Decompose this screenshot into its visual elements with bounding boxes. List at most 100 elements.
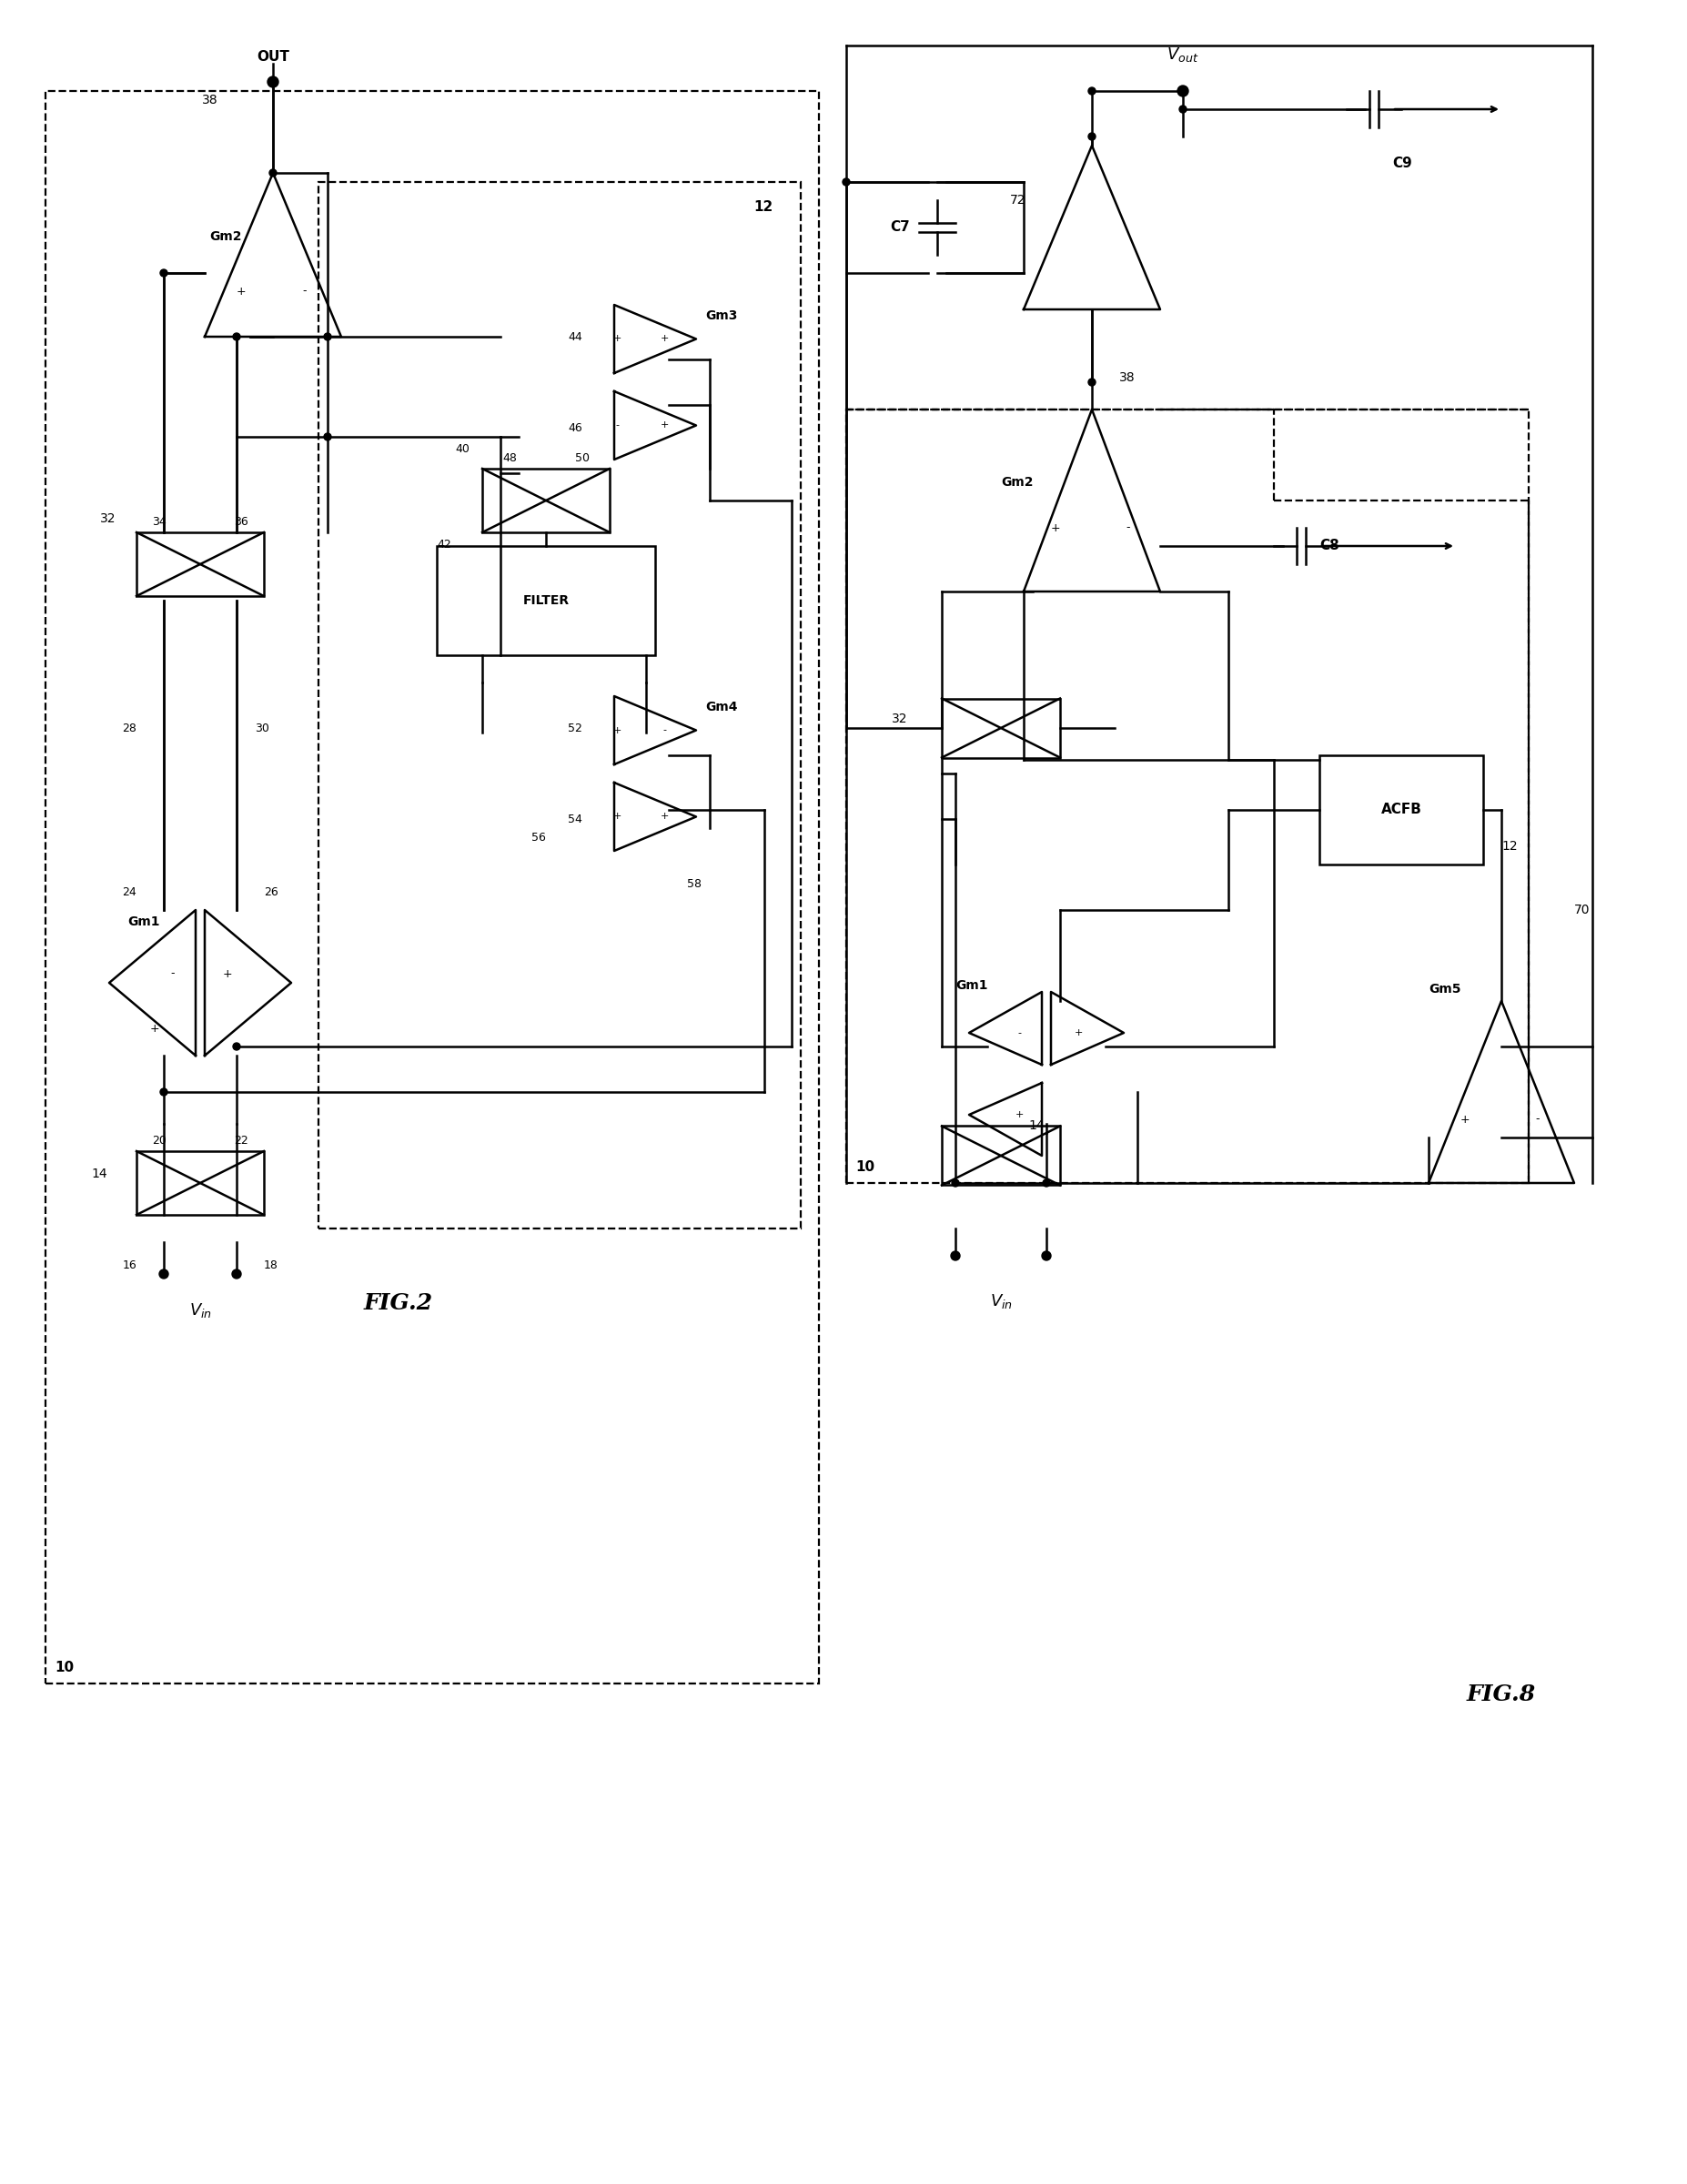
Text: +: +	[660, 422, 668, 430]
Text: 36: 36	[234, 515, 248, 529]
Text: C9: C9	[1392, 157, 1412, 170]
Text: 50: 50	[575, 452, 590, 465]
Text: 18: 18	[263, 1258, 278, 1271]
Text: FIG.2: FIG.2	[364, 1293, 434, 1315]
Text: +: +	[1051, 522, 1061, 533]
Circle shape	[233, 1042, 240, 1051]
Circle shape	[951, 1251, 960, 1260]
Text: $V_{in}$: $V_{in}$	[990, 1293, 1012, 1310]
Text: 56: 56	[531, 832, 547, 843]
Text: -: -	[1127, 522, 1130, 533]
Text: 24: 24	[121, 887, 137, 898]
Text: 40: 40	[455, 443, 469, 454]
Text: 14: 14	[91, 1168, 106, 1179]
Text: 38: 38	[1118, 371, 1135, 384]
Text: 32: 32	[100, 513, 116, 524]
Text: 16: 16	[121, 1258, 137, 1271]
Text: -: -	[1535, 1114, 1540, 1125]
Text: 10: 10	[54, 1660, 74, 1675]
Text: Gm1: Gm1	[128, 915, 160, 928]
Text: FILTER: FILTER	[523, 594, 569, 607]
Bar	[847, 411, 1528, 1184]
Text: -: -	[1017, 1029, 1021, 1037]
Text: 22: 22	[234, 1136, 248, 1147]
Text: -: -	[170, 968, 175, 981]
Text: 10: 10	[855, 1160, 874, 1175]
Circle shape	[159, 1269, 169, 1278]
Circle shape	[233, 1269, 241, 1278]
Text: FIG.8: FIG.8	[1466, 1684, 1535, 1706]
Circle shape	[1043, 1251, 1051, 1260]
Text: +: +	[660, 812, 668, 821]
Text: C8: C8	[1319, 539, 1339, 553]
Bar	[319, 181, 801, 1227]
Bar	[437, 546, 655, 655]
Bar	[46, 92, 818, 1684]
Text: 58: 58	[687, 878, 702, 891]
Text: 72: 72	[1011, 194, 1026, 207]
Circle shape	[1179, 87, 1186, 94]
Text: 12: 12	[754, 201, 773, 214]
Text: $V_{in}$: $V_{in}$	[189, 1302, 211, 1319]
Text: -: -	[616, 422, 619, 430]
Text: Gm3: Gm3	[705, 310, 737, 321]
Text: +: +	[236, 286, 246, 297]
Bar	[1319, 756, 1483, 865]
Circle shape	[951, 1179, 960, 1186]
Circle shape	[1088, 378, 1095, 387]
Text: +: +	[1075, 1029, 1083, 1037]
Circle shape	[1043, 1179, 1049, 1186]
Text: $V_{out}$: $V_{out}$	[1167, 46, 1199, 63]
Text: ACFB: ACFB	[1382, 804, 1422, 817]
Circle shape	[1178, 85, 1188, 96]
Bar	[482, 470, 609, 533]
Text: 26: 26	[263, 887, 278, 898]
Circle shape	[1088, 133, 1095, 140]
Bar	[137, 533, 263, 596]
Text: 14: 14	[1027, 1118, 1044, 1131]
Bar	[941, 699, 1059, 758]
Circle shape	[842, 179, 850, 186]
Circle shape	[324, 332, 331, 341]
Text: Gm2: Gm2	[1000, 476, 1032, 489]
Text: +: +	[612, 812, 621, 821]
Text: +: +	[150, 1022, 160, 1035]
Circle shape	[268, 76, 278, 87]
Text: 20: 20	[152, 1136, 167, 1147]
Text: Gm1: Gm1	[955, 978, 987, 992]
Text: OUT: OUT	[256, 50, 288, 63]
Circle shape	[1088, 87, 1095, 94]
Circle shape	[324, 432, 331, 441]
Text: -: -	[302, 286, 307, 297]
Text: 34: 34	[152, 515, 167, 529]
Text: +: +	[1461, 1114, 1469, 1125]
Text: 30: 30	[255, 723, 270, 734]
Text: +: +	[223, 968, 233, 981]
Text: 38: 38	[202, 94, 218, 107]
Text: 70: 70	[1574, 904, 1591, 917]
Text: 44: 44	[569, 330, 582, 343]
Text: 54: 54	[569, 812, 582, 826]
Bar	[137, 1151, 263, 1214]
Text: +: +	[660, 334, 668, 343]
Text: 32: 32	[892, 712, 908, 725]
Circle shape	[160, 1088, 167, 1096]
Text: Gm5: Gm5	[1429, 983, 1461, 996]
Text: Gm2: Gm2	[209, 229, 241, 242]
Text: +: +	[612, 334, 621, 343]
Text: 28: 28	[121, 723, 137, 734]
Text: 48: 48	[503, 452, 516, 465]
Text: C7: C7	[891, 221, 909, 234]
Text: -: -	[663, 725, 666, 734]
Text: 46: 46	[569, 422, 582, 435]
Text: 12: 12	[1501, 841, 1517, 852]
Bar	[941, 1127, 1059, 1186]
Text: Gm4: Gm4	[705, 701, 737, 714]
Text: 42: 42	[437, 539, 450, 550]
Text: 52: 52	[569, 723, 582, 734]
Circle shape	[233, 332, 240, 341]
Circle shape	[160, 269, 167, 277]
Circle shape	[1179, 105, 1186, 114]
Circle shape	[270, 168, 277, 177]
Text: +: +	[612, 725, 621, 734]
